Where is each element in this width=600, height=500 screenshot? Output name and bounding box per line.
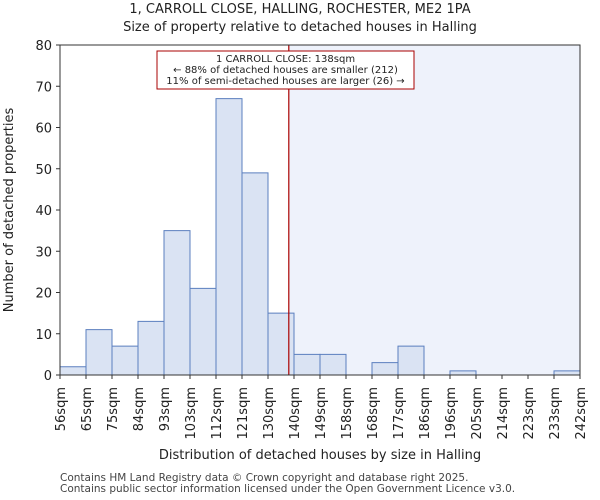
x-tick-label: 65sqm (80, 387, 95, 431)
x-tick-label: 84sqm (132, 387, 147, 431)
chart: 1, CARROLL CLOSE, HALLING, ROCHESTER, ME… (2, 2, 589, 463)
y-tick-label: 0 (44, 369, 52, 384)
bar (397, 345, 425, 376)
y-tick-label: 80 (35, 39, 52, 54)
footer-copyright: Contains HM Land Registry data © Crown c… (60, 472, 469, 484)
x-tick-label: 223sqm (522, 387, 537, 440)
bar (137, 320, 165, 376)
x-tick-label: 56sqm (54, 387, 69, 431)
annotation-line: ← 88% of detached houses are smaller (21… (173, 65, 398, 76)
bar (267, 312, 295, 376)
bar (293, 353, 321, 376)
bar (241, 172, 269, 376)
bar (189, 287, 217, 376)
annotation-box (156, 50, 415, 90)
bar (163, 230, 191, 376)
bar (111, 345, 139, 376)
annotation-line: 11% of semi-detached houses are larger (… (166, 76, 404, 87)
bar (85, 329, 113, 376)
y-tick-label: 10 (35, 328, 52, 343)
x-tick-label: 214sqm (496, 387, 511, 440)
bar (319, 353, 347, 376)
x-tick-label: 168sqm (366, 387, 381, 440)
x-tick-label: 233sqm (548, 387, 563, 440)
y-axis-label: Number of detached properties (2, 108, 17, 313)
x-tick-label: 149sqm (314, 387, 329, 440)
x-tick-label: 112sqm (210, 387, 225, 440)
x-tick-label: 158sqm (340, 387, 355, 440)
x-tick-label: 177sqm (392, 387, 407, 440)
x-tick-label: 205sqm (470, 387, 485, 440)
bar (59, 366, 87, 376)
y-tick-label: 60 (35, 122, 52, 137)
bar (449, 370, 477, 376)
x-tick-label: 121sqm (236, 387, 251, 440)
bar (553, 370, 581, 376)
x-tick-label: 75sqm (106, 387, 121, 431)
chart-title-line1: 1, CARROLL CLOSE, HALLING, ROCHESTER, ME… (129, 2, 470, 17)
x-tick-label: 196sqm (444, 387, 459, 440)
highlight-region (288, 45, 580, 375)
footer-licence: Contains public sector information licen… (60, 483, 516, 495)
y-tick-label: 70 (35, 80, 52, 95)
x-tick-label: 140sqm (288, 387, 303, 440)
y-tick-label: 50 (35, 163, 52, 178)
x-tick-label: 93sqm (158, 387, 173, 431)
y-tick-label: 30 (35, 245, 52, 260)
x-tick-label: 130sqm (262, 387, 277, 440)
chart-title-line2: Size of property relative to detached ho… (123, 20, 477, 35)
x-tick-label: 186sqm (418, 387, 433, 440)
y-tick-label: 20 (35, 287, 52, 302)
bar (371, 362, 399, 376)
annotation-line: 1 CARROLL CLOSE: 138sqm (216, 54, 355, 65)
bar (215, 98, 243, 376)
plot-area: 0 10 20 30 40 50 60 70 80 56sqm 65sqm 75sqm 84sqm 93s… (35, 39, 589, 440)
x-tick-label: 242sqm (574, 387, 589, 440)
x-tick-label: 103sqm (184, 387, 199, 440)
x-axis-label: Distribution of detached houses by size … (159, 448, 481, 463)
y-tick-label: 40 (35, 204, 52, 219)
